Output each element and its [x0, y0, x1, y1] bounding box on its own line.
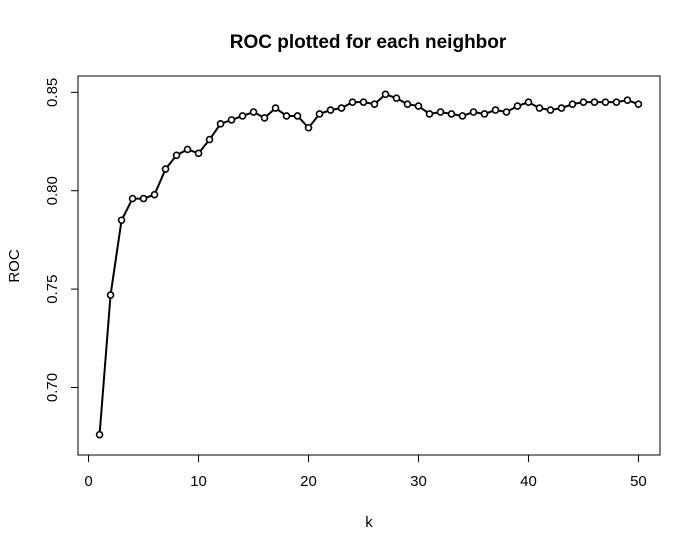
- data-point: [348, 98, 357, 106]
- data-point: [161, 165, 170, 173]
- data-point: [172, 151, 181, 160]
- x-axis-label: k: [365, 514, 373, 531]
- y-axis: 0.70 0.75 0.80 0.85: [44, 78, 79, 402]
- data-point: [425, 110, 434, 118]
- data-point: [95, 430, 104, 439]
- data-point: [326, 106, 335, 114]
- series-layer: [95, 90, 643, 439]
- data-point: [315, 110, 324, 118]
- data-point: [337, 104, 346, 112]
- data-point: [205, 135, 214, 144]
- x-tick-label: 20: [300, 473, 317, 490]
- data-point: [524, 98, 533, 106]
- data-point: [117, 216, 126, 225]
- chart-title: ROC plotted for each neighbor: [230, 32, 507, 53]
- data-point: [370, 100, 379, 108]
- data-point: [535, 104, 544, 112]
- data-point: [106, 291, 115, 299]
- data-point: [381, 90, 390, 99]
- data-point: [469, 108, 478, 116]
- data-point: [150, 190, 159, 199]
- data-point: [480, 110, 489, 118]
- x-tick-label: 10: [190, 473, 207, 490]
- data-point: [557, 104, 566, 112]
- data-point: [249, 108, 258, 116]
- x-tick-label: 30: [410, 473, 427, 490]
- data-point: [238, 112, 247, 120]
- data-point: [128, 194, 137, 203]
- data-point: [513, 102, 522, 110]
- x-tick-label: 50: [630, 473, 647, 490]
- data-point: [183, 145, 192, 154]
- data-point: [634, 100, 643, 108]
- data-point: [436, 108, 445, 116]
- data-point: [227, 116, 236, 124]
- data-point: [458, 112, 467, 120]
- y-tick-label: 0.80: [44, 176, 61, 205]
- data-point: [293, 112, 302, 120]
- data-point: [612, 98, 621, 106]
- data-point: [271, 104, 280, 112]
- data-point: [447, 110, 456, 118]
- data-point: [502, 108, 511, 116]
- data-point: [392, 94, 401, 103]
- data-point: [491, 106, 500, 114]
- data-point: [359, 98, 368, 106]
- y-tick-label: 0.70: [44, 373, 61, 402]
- data-point: [568, 100, 577, 108]
- data-point: [282, 112, 291, 120]
- data-point: [403, 100, 412, 108]
- data-point: [194, 149, 203, 158]
- data-point: [216, 120, 225, 128]
- y-axis-label: ROC: [6, 249, 23, 283]
- data-point: [579, 98, 588, 106]
- data-point: [260, 114, 269, 122]
- data-point: [623, 96, 632, 105]
- y-tick-label: 0.85: [44, 78, 61, 107]
- data-point: [546, 106, 555, 114]
- data-point: [601, 98, 610, 106]
- data-point: [304, 123, 313, 132]
- data-point: [139, 194, 148, 203]
- x-axis: 0 10 20 30 40 50: [84, 454, 647, 490]
- y-tick-label: 0.75: [44, 275, 61, 304]
- x-tick-label: 0: [84, 473, 92, 490]
- data-point: [414, 102, 423, 110]
- data-point: [590, 98, 599, 106]
- x-tick-label: 40: [520, 473, 537, 490]
